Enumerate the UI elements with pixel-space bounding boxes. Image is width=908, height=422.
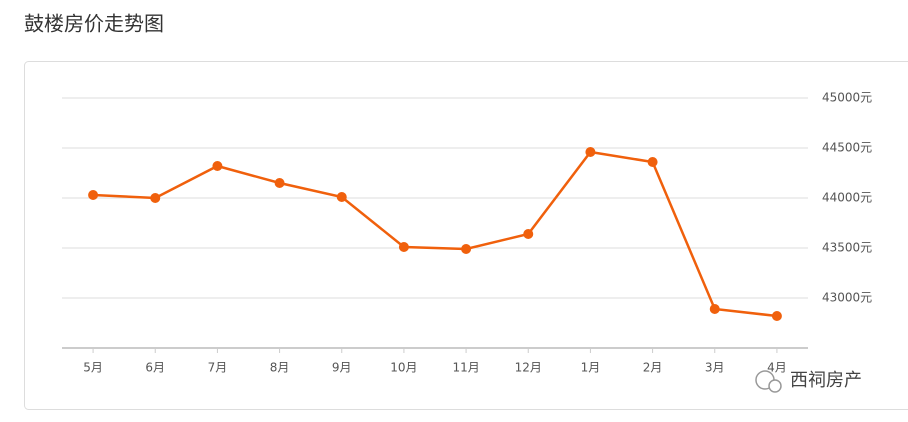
point	[648, 157, 658, 167]
x-tick-label: 5月	[83, 361, 103, 375]
point	[523, 229, 533, 239]
chart-title: 鼓楼房价走势图	[24, 12, 164, 36]
x-tick-label: 6月	[145, 361, 165, 375]
point	[88, 190, 98, 200]
x-tick-label: 2月	[643, 361, 663, 375]
watermark-icon	[769, 380, 781, 392]
x-tick-label: 1月	[581, 361, 601, 375]
point	[772, 311, 782, 321]
x-tick-label: 12月	[515, 361, 542, 375]
point	[710, 304, 720, 314]
y-tick-label: 43000元	[822, 291, 872, 305]
point	[275, 178, 285, 188]
y-tick-label: 45000元	[822, 91, 872, 105]
point	[150, 193, 160, 203]
line	[93, 152, 777, 316]
y-tick-label: 43500元	[822, 241, 872, 255]
point	[212, 161, 222, 171]
y-tick-label: 44500元	[822, 141, 872, 155]
point	[461, 244, 471, 254]
x-tick-label: 3月	[705, 361, 725, 375]
y-tick-label: 44000元	[822, 191, 872, 205]
watermark: 西祠房产	[756, 370, 862, 392]
point	[337, 192, 347, 202]
point	[399, 242, 409, 252]
watermark-text: 西祠房产	[790, 370, 862, 391]
x-tick-label: 7月	[208, 361, 228, 375]
x-tick-label: 8月	[270, 361, 290, 375]
x-tick-label: 9月	[332, 361, 352, 375]
x-tick-label: 10月	[390, 361, 417, 375]
point	[585, 147, 595, 157]
card	[25, 62, 908, 410]
x-tick-label: 11月	[452, 361, 479, 375]
